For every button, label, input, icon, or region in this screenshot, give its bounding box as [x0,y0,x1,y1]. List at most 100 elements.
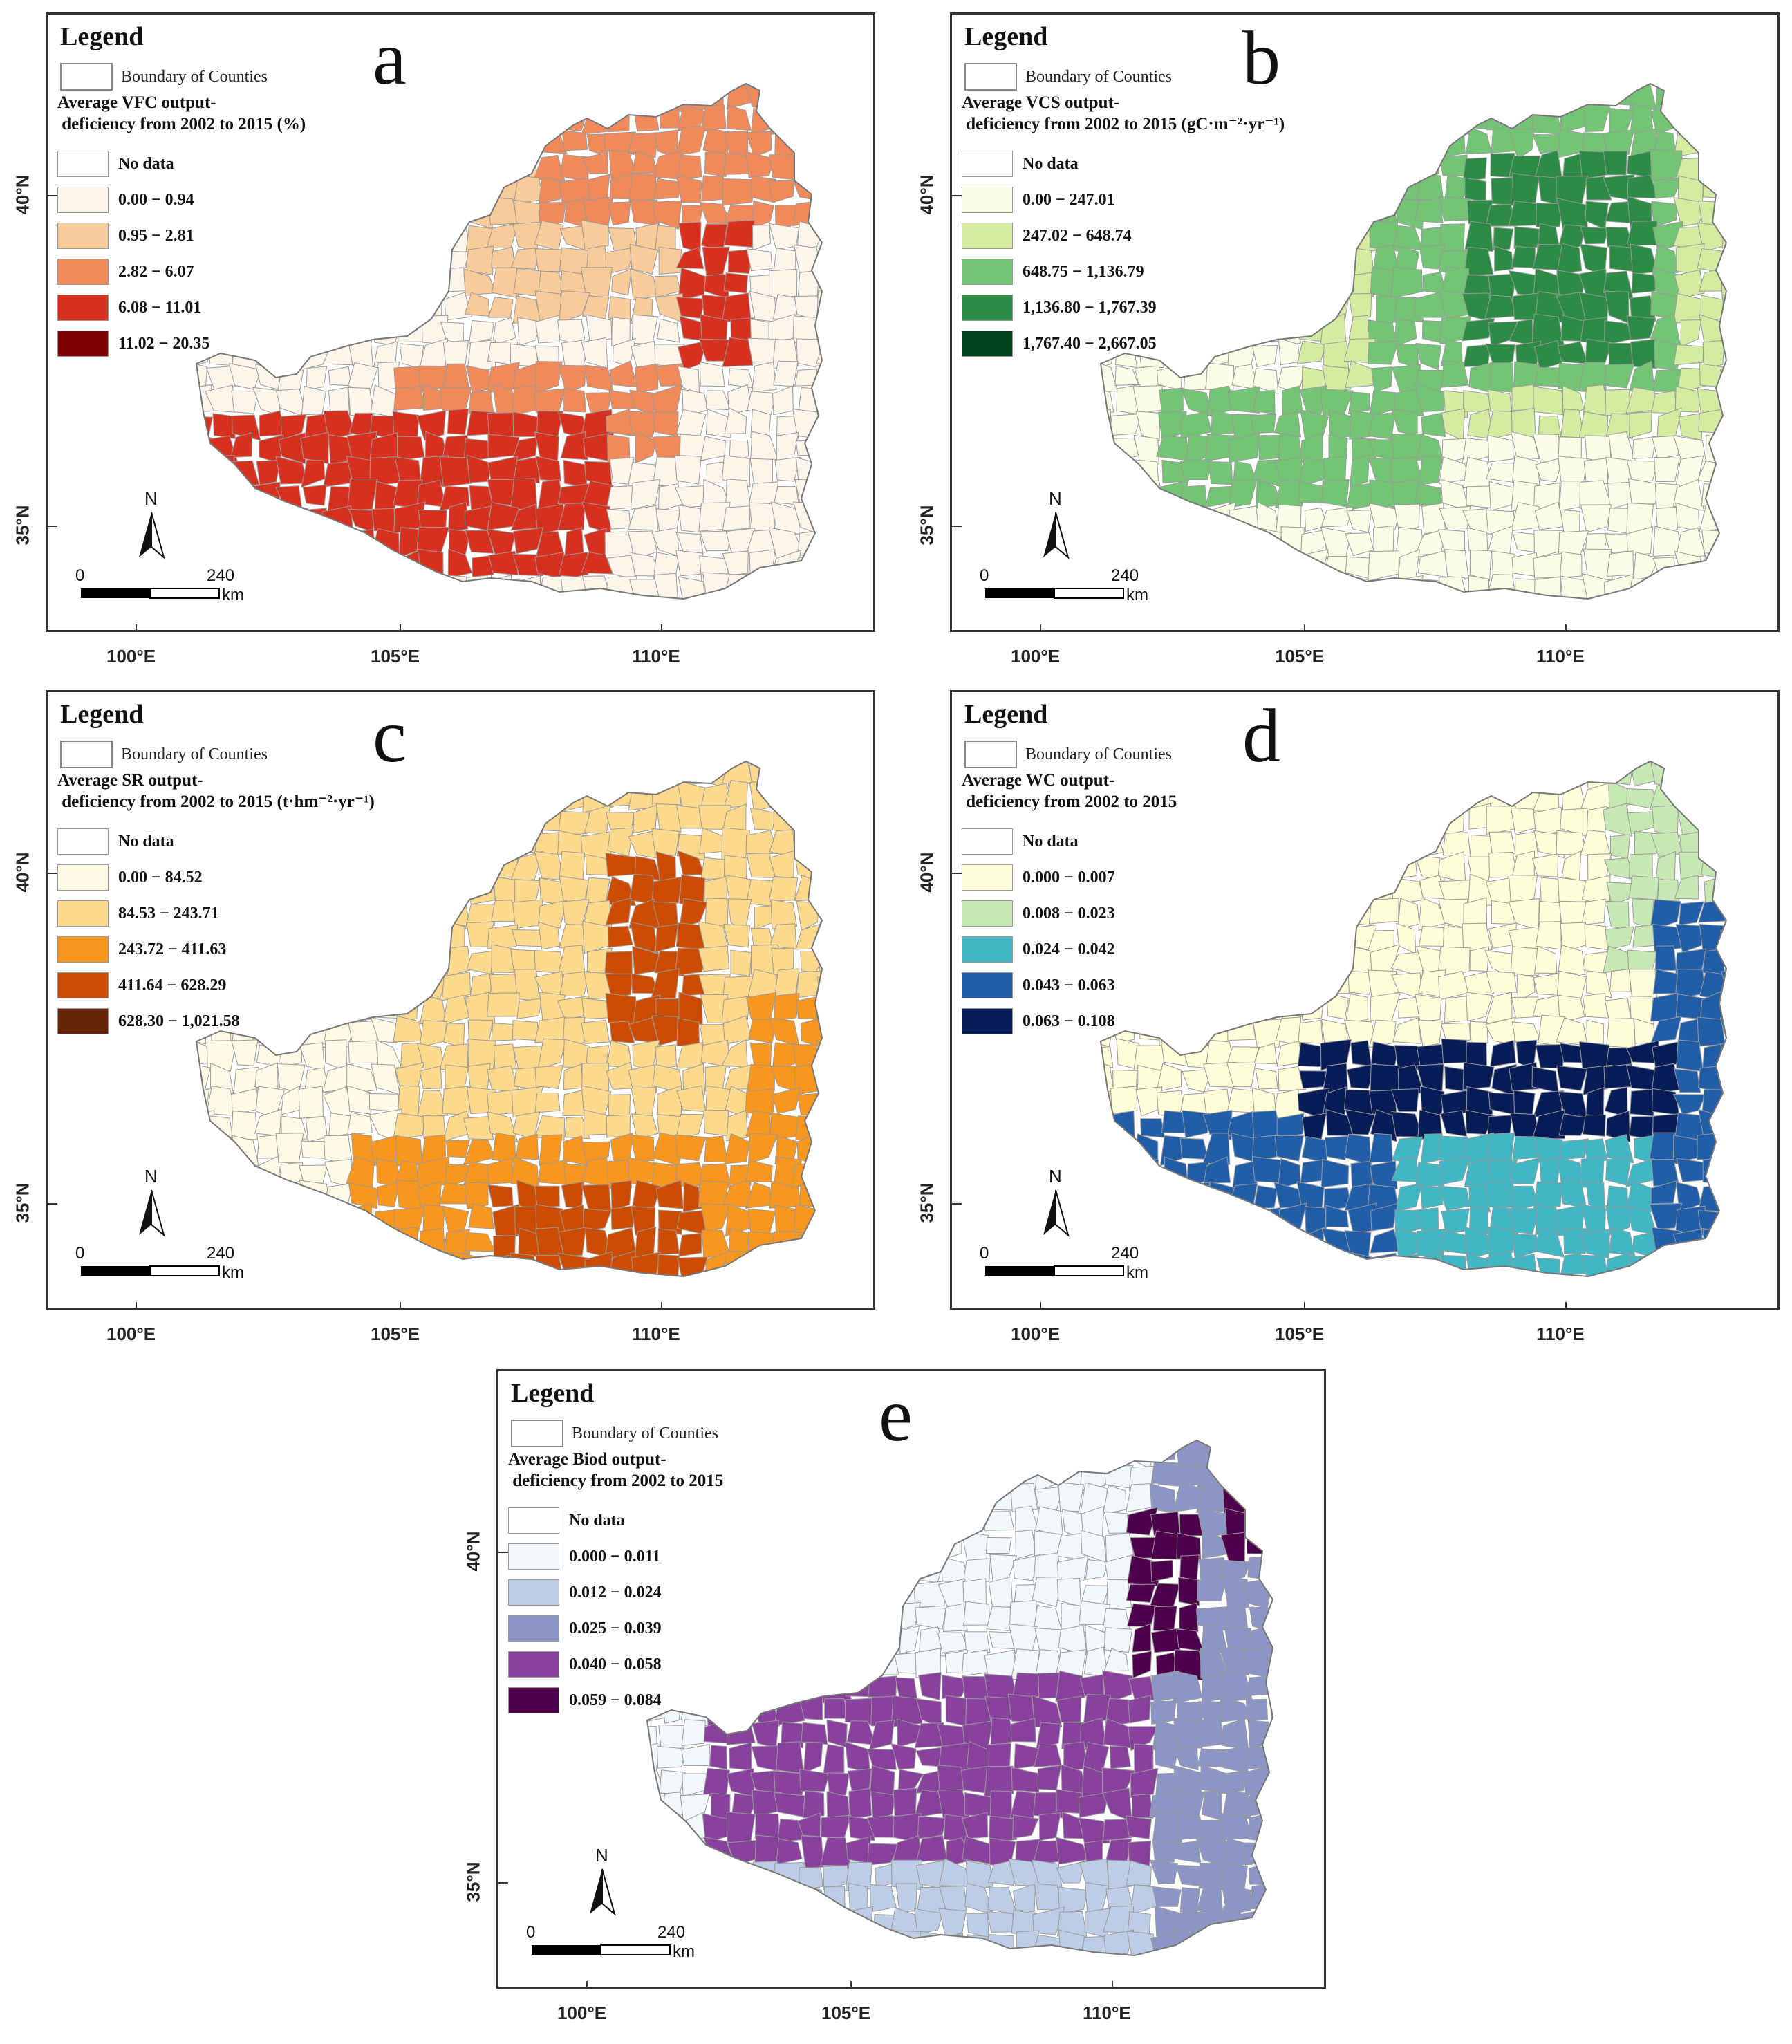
scale-bar [81,588,220,599]
legend-class-label: 0.059 − 0.084 [569,1691,662,1709]
county-polygon [819,313,822,342]
county-polygon [440,804,473,829]
county-polygon [1468,1182,1491,1213]
county-polygon [700,530,732,552]
county-polygon [1535,1043,1565,1069]
county-polygon [370,902,396,929]
county-polygon [1632,436,1656,459]
county-polygon [232,528,256,558]
county-polygon [1627,811,1655,835]
county-polygon [794,368,822,387]
county-polygon [487,456,519,483]
county-polygon [702,1860,729,1888]
county-polygon [395,927,419,951]
county-polygon [1392,225,1424,251]
county-polygon [538,900,568,929]
county-polygon [843,1954,877,1955]
county-polygon [846,1601,872,1627]
scale-max: 240 [1111,566,1139,585]
county-polygon [1467,84,1493,105]
county-polygon [393,830,425,860]
county-polygon [816,154,822,176]
county-polygon [416,1090,449,1118]
county-polygon [1277,573,1301,599]
county-polygon [559,875,590,905]
county-polygon [325,219,353,253]
north-arrow-icon [139,1189,165,1237]
county-polygon [398,1252,420,1276]
county-polygon [1326,992,1349,1020]
county-polygon [1233,575,1258,599]
county-polygon [1058,1886,1088,1914]
county-polygon [794,128,822,154]
county-polygon [581,219,609,253]
county-polygon [1303,851,1330,880]
county-polygon [796,781,822,813]
county-polygon [892,1957,919,1985]
county-polygon [1445,1275,1468,1276]
legend-class-label: 1,767.40 − 2,667.05 [1023,334,1157,353]
county-polygon [1491,761,1515,790]
county-polygon [254,992,281,1024]
county-polygon [1369,1133,1394,1163]
county-polygon [1274,149,1306,178]
county-polygon [441,972,472,1001]
county-polygon [463,1115,494,1140]
county-polygon [1137,898,1164,927]
county-polygon [605,247,635,275]
county-polygon [1250,1227,1278,1257]
county-polygon [651,597,682,599]
county-polygon [653,573,679,599]
county-polygon [1132,852,1159,877]
county-polygon [1701,483,1726,510]
county-polygon [371,528,400,558]
county-polygon [726,1768,755,1798]
county-polygon [1721,1227,1726,1259]
county-polygon [1348,761,1377,787]
county-polygon [704,1578,731,1606]
county-polygon [253,1231,284,1258]
county-polygon [604,131,636,155]
county-polygon [825,1531,853,1559]
county-polygon [1101,1179,1115,1205]
longitude-label: 110°E [1536,646,1585,667]
county-polygon [1652,1088,1680,1116]
county-polygon [679,600,704,624]
county-polygon [1179,1887,1201,1913]
county-polygon [558,762,586,786]
county-polygon [1180,534,1212,559]
county-polygon [775,1489,805,1516]
county-polygon [987,1887,1018,1915]
legend-swatch [57,972,109,998]
county-polygon [870,1884,897,1913]
county-polygon [533,154,566,181]
county-polygon [1225,1953,1251,1955]
county-polygon [802,1790,825,1819]
county-polygon [866,1552,897,1583]
county-polygon [1204,947,1233,978]
county-polygon [917,1506,945,1533]
county-polygon [275,344,304,367]
county-polygon [985,1536,1012,1554]
county-polygon [1299,432,1324,463]
county-polygon [821,859,822,878]
county-polygon [1161,149,1186,180]
scale-bar [985,588,1124,599]
county-polygon [1346,102,1370,136]
county-polygon [657,1254,680,1276]
county-polygon [634,85,660,107]
county-polygon [1159,1207,1188,1232]
boundary-swatch [511,1420,563,1447]
county-polygon [749,1532,776,1557]
county-polygon [1390,1088,1419,1112]
county-polygon [1513,1276,1540,1302]
county-polygon [752,1882,779,1913]
county-polygon [1204,1929,1224,1955]
county-polygon [256,600,282,625]
county-polygon [417,899,450,929]
scale-max: 240 [657,1923,686,1942]
county-polygon [604,951,633,975]
county-polygon [1721,295,1726,323]
county-polygon [486,129,514,154]
county-polygon [679,1509,712,1539]
